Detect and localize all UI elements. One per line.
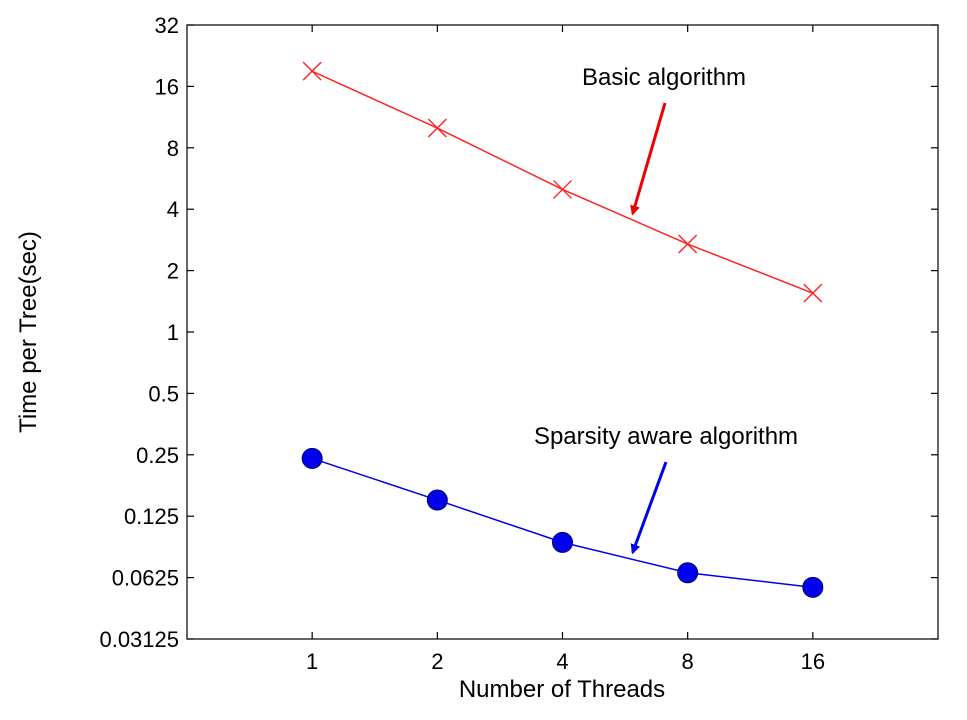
y-tick-label: 1	[167, 320, 179, 345]
y-tick-label: 8	[167, 136, 179, 161]
y-tick-label: 4	[167, 197, 179, 222]
annotation-basic-label: Basic algorithm	[582, 64, 746, 91]
x-tick-label: 4	[556, 649, 568, 674]
y-tick-label: 0.25	[136, 443, 179, 468]
data-point-basic	[427, 118, 447, 138]
data-point-sparse	[677, 562, 699, 584]
series-layer	[301, 61, 824, 598]
data-point-sparse	[802, 576, 824, 598]
y-axis-ticks: 0.03125 0.0625 0.125 0.25 0.5 1 2 4 8 16 32	[99, 13, 938, 652]
annotation-arrow-basic	[630, 102, 667, 216]
data-point-sparse	[552, 531, 573, 553]
x-tick-label: 2	[431, 649, 443, 674]
x-axis-label: Number of Threads	[459, 676, 665, 703]
data-point-basic	[553, 179, 572, 199]
y-axis-label: Time per Tree(sec)	[15, 231, 42, 433]
data-point-basic	[803, 283, 823, 303]
annotation-sparse-label: Sparsity aware algorithm	[534, 423, 798, 450]
y-tick-label: 0.125	[124, 504, 179, 529]
x-tick-label: 8	[682, 649, 694, 674]
x-tick-label: 16	[801, 649, 825, 674]
x-axis-ticks: 1 2 4 8 16	[306, 25, 825, 674]
y-tick-label: 0.5	[148, 381, 179, 406]
annotation-arrow-sparse	[630, 461, 668, 555]
data-point-basic	[302, 61, 322, 81]
annotation-layer	[630, 102, 668, 555]
y-tick-label: 32	[155, 13, 179, 38]
data-point-sparse	[301, 447, 323, 469]
data-point-sparse	[426, 489, 448, 511]
y-tick-label: 16	[155, 74, 179, 99]
data-point-basic	[678, 234, 698, 254]
x-tick-label: 1	[306, 649, 318, 674]
y-tick-label: 0.0625	[112, 566, 179, 591]
y-tick-label: 2	[167, 259, 179, 284]
y-tick-label: 0.03125	[99, 627, 179, 652]
